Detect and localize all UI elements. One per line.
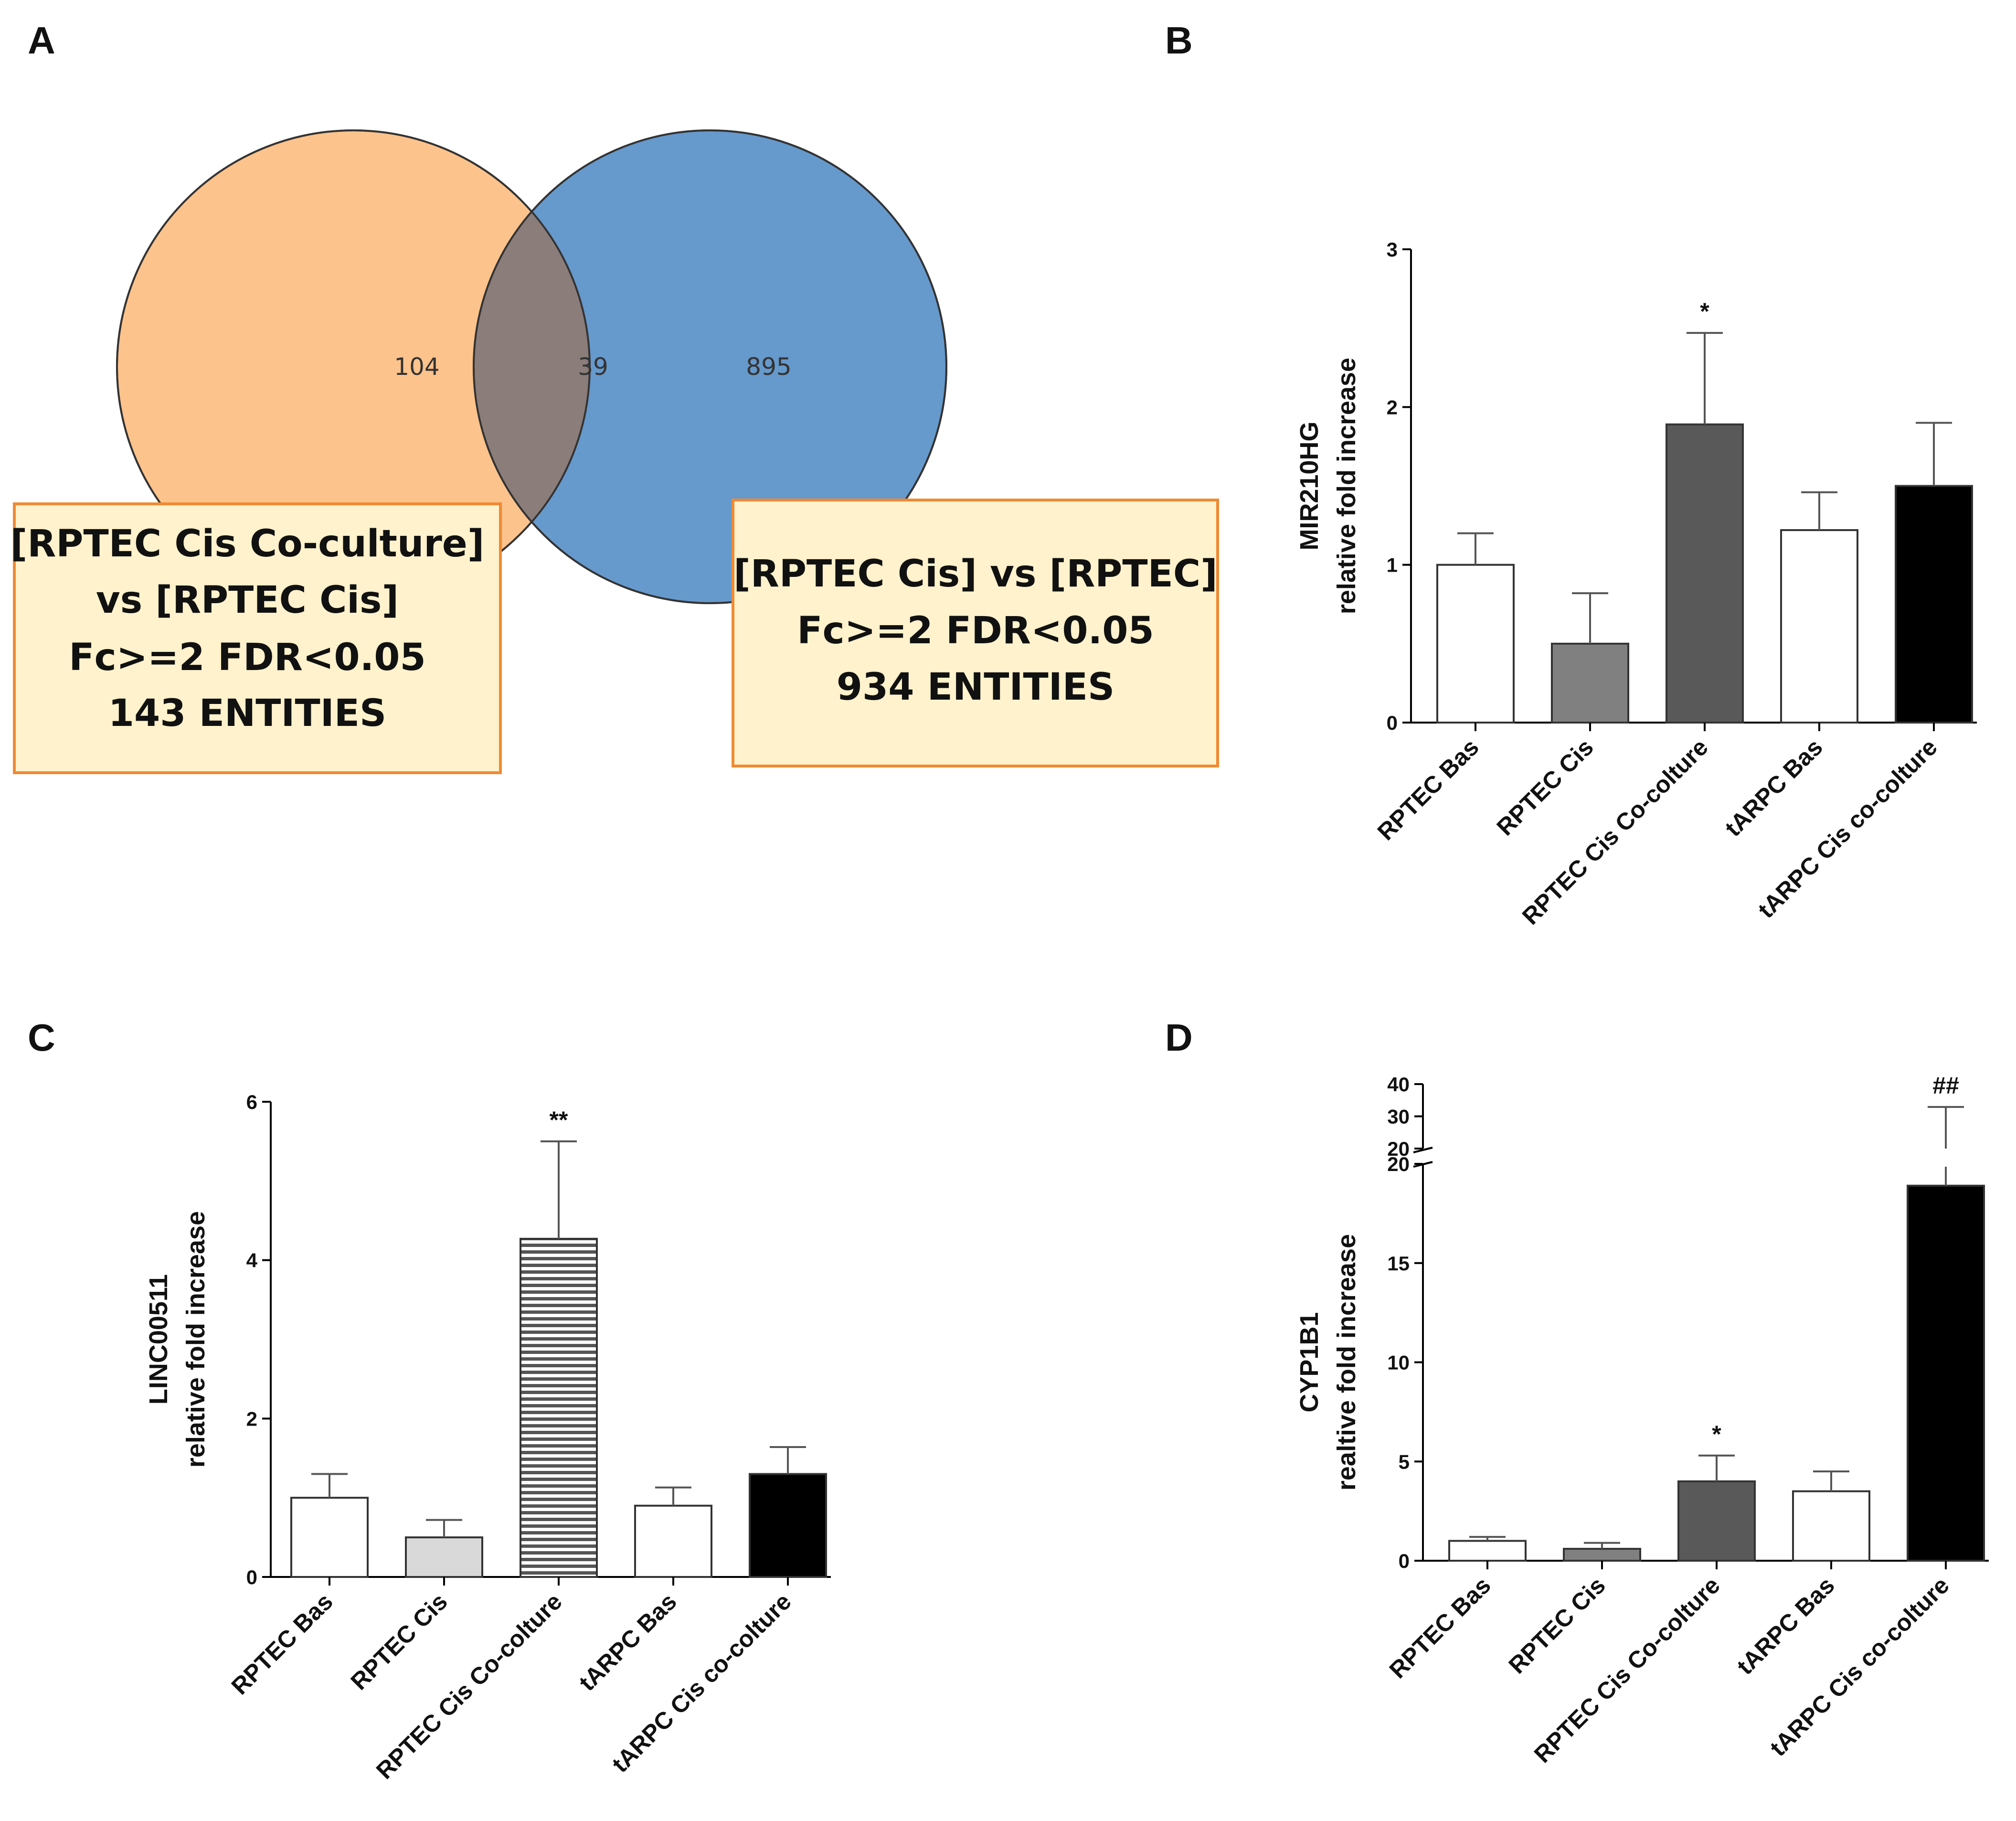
chart-b-bar [1551, 642, 1629, 724]
chart-d-axis-break-mark [1413, 1147, 1433, 1153]
chart-d-bar [1792, 1490, 1870, 1562]
chart-c-bar [520, 1237, 598, 1578]
chart-d-bar [1448, 1540, 1527, 1562]
venn-right-box-frame [732, 499, 1219, 767]
chart-d-ytick-label: 20 [1387, 1153, 1410, 1175]
venn-left-box-line4: 143 ENTITIES [108, 692, 386, 735]
chart-d-y-axis-title: CYP1B1 [1295, 1312, 1324, 1412]
chart-d-category-label: RPTEC Cis [1504, 1572, 1611, 1679]
chart-b-ytick-label: 1 [1387, 554, 1398, 576]
chart-c-category-label: RPTEC Cis Co-colture [371, 1588, 567, 1784]
chart-b-significance-label: * [1700, 298, 1709, 325]
chart-c-y-axis-title: LINC00511 [144, 1274, 173, 1405]
chart-b-category-label: RPTEC Cis Co-colture [1517, 734, 1713, 930]
chart-c-category-label: tARPC Bas [574, 1588, 682, 1696]
venn-left-box: [RPTEC Cis Co-culture] vs [RPTEC Cis] Fc… [11, 502, 502, 774]
chart-b-category-label: RPTEC Bas [1372, 734, 1484, 845]
chart-c-y-axis-title: relative fold increase [181, 1211, 210, 1468]
venn-left-box-line3: Fc>=2 FDR<0.05 [69, 636, 426, 679]
chart-c-ytick-label: 4 [246, 1249, 258, 1272]
chart-b-bar [1780, 529, 1858, 724]
chart-panel-b: 0 1 2 3 RPTEC Bas RPTEC Cis * RPTEC Cis Co-colt… [1295, 238, 1977, 930]
venn-outline-right [473, 129, 947, 604]
chart-d-ytick-label: 0 [1399, 1550, 1410, 1572]
panel-label-c: C [28, 1016, 55, 1059]
chart-c-significance-label: ** [550, 1107, 568, 1133]
venn-count-left: 104 [394, 353, 439, 381]
panel-label-a: A [28, 19, 55, 62]
chart-d-axis-break-mark [1413, 1161, 1433, 1168]
venn-right-box-line1: [RPTEC Cis] vs [RPTEC] [733, 553, 1218, 596]
chart-b-ytick-label: 0 [1387, 712, 1398, 734]
chart-d-category-label: RPTEC Cis Co-colture [1529, 1572, 1725, 1768]
chart-c-bar [405, 1536, 483, 1578]
chart-b-ytick-label: 2 [1387, 396, 1398, 418]
chart-d-ytick-label-upper: 40 [1387, 1073, 1410, 1096]
chart-d-significance-label: ## [1932, 1072, 1959, 1099]
chart-b-category-label: RPTEC Cis [1492, 734, 1599, 841]
chart-b-y-axis-title: MIR210HG [1295, 421, 1324, 550]
chart-d-ytick-label-upper: 30 [1387, 1106, 1410, 1128]
chart-d-bar [1677, 1480, 1756, 1562]
venn-right-box-line3: 934 ENTITIES [837, 666, 1114, 709]
venn-left-box-line1: [RPTEC Cis Co-culture] [11, 522, 485, 565]
chart-d-ytick-label: 15 [1387, 1252, 1410, 1275]
chart-d-bar [1907, 1184, 1985, 1562]
venn-count-overlap: 39 [578, 353, 608, 381]
chart-d-ytick-label: 10 [1387, 1352, 1410, 1374]
chart-b-bar [1895, 485, 1973, 724]
chart-b-ytick-label: 3 [1387, 238, 1398, 261]
chart-c-bar [290, 1497, 369, 1578]
venn-right-box: [RPTEC Cis] vs [RPTEC] Fc>=2 FDR<0.05 93… [732, 499, 1219, 767]
chart-c-ytick-label: 0 [246, 1566, 257, 1588]
chart-d-category-label: tARPC Bas [1732, 1572, 1840, 1680]
venn-count-right: 895 [746, 353, 791, 381]
chart-b-y-axis-title: relative fold increase [1332, 358, 1361, 614]
chart-b-bar [1666, 423, 1744, 724]
chart-d-ytick-label-upper: 20 [1387, 1138, 1410, 1160]
venn-left-box-frame [13, 502, 502, 774]
chart-d-category-label: RPTEC Bas [1384, 1572, 1496, 1683]
chart-d-significance-label: * [1712, 1421, 1721, 1448]
venn-diagram: 104 39 895 [RPTEC Cis Co-culture] vs [RP… [11, 129, 1219, 774]
chart-c-bar [749, 1473, 827, 1578]
chart-b-bar [1436, 564, 1515, 724]
chart-b-category-label: tARPC Bas [1720, 734, 1828, 841]
venn-right-box-line2: Fc>=2 FDR<0.05 [797, 609, 1154, 652]
chart-d-ytick-label: 5 [1399, 1450, 1410, 1473]
chart-panel-c: 0 2 4 6 RPTEC Bas RPTEC Cis ** RPTEC Cis Co-col… [144, 1091, 831, 1784]
chart-c-category-label: RPTEC Bas [226, 1588, 338, 1700]
panel-label-d: D [1165, 1016, 1193, 1059]
chart-c-ytick-label: 2 [246, 1407, 257, 1430]
chart-d-y-axis-title: realtive fold increase [1332, 1234, 1361, 1491]
chart-c-ytick-label: 6 [246, 1091, 257, 1113]
chart-c-category-label: RPTEC Cis [346, 1588, 453, 1695]
venn-left-box-line2: vs [RPTEC Cis] [96, 579, 399, 622]
chart-c-bar [634, 1504, 712, 1578]
chart-d-bar [1563, 1548, 1641, 1562]
panel-label-b: B [1165, 19, 1193, 62]
